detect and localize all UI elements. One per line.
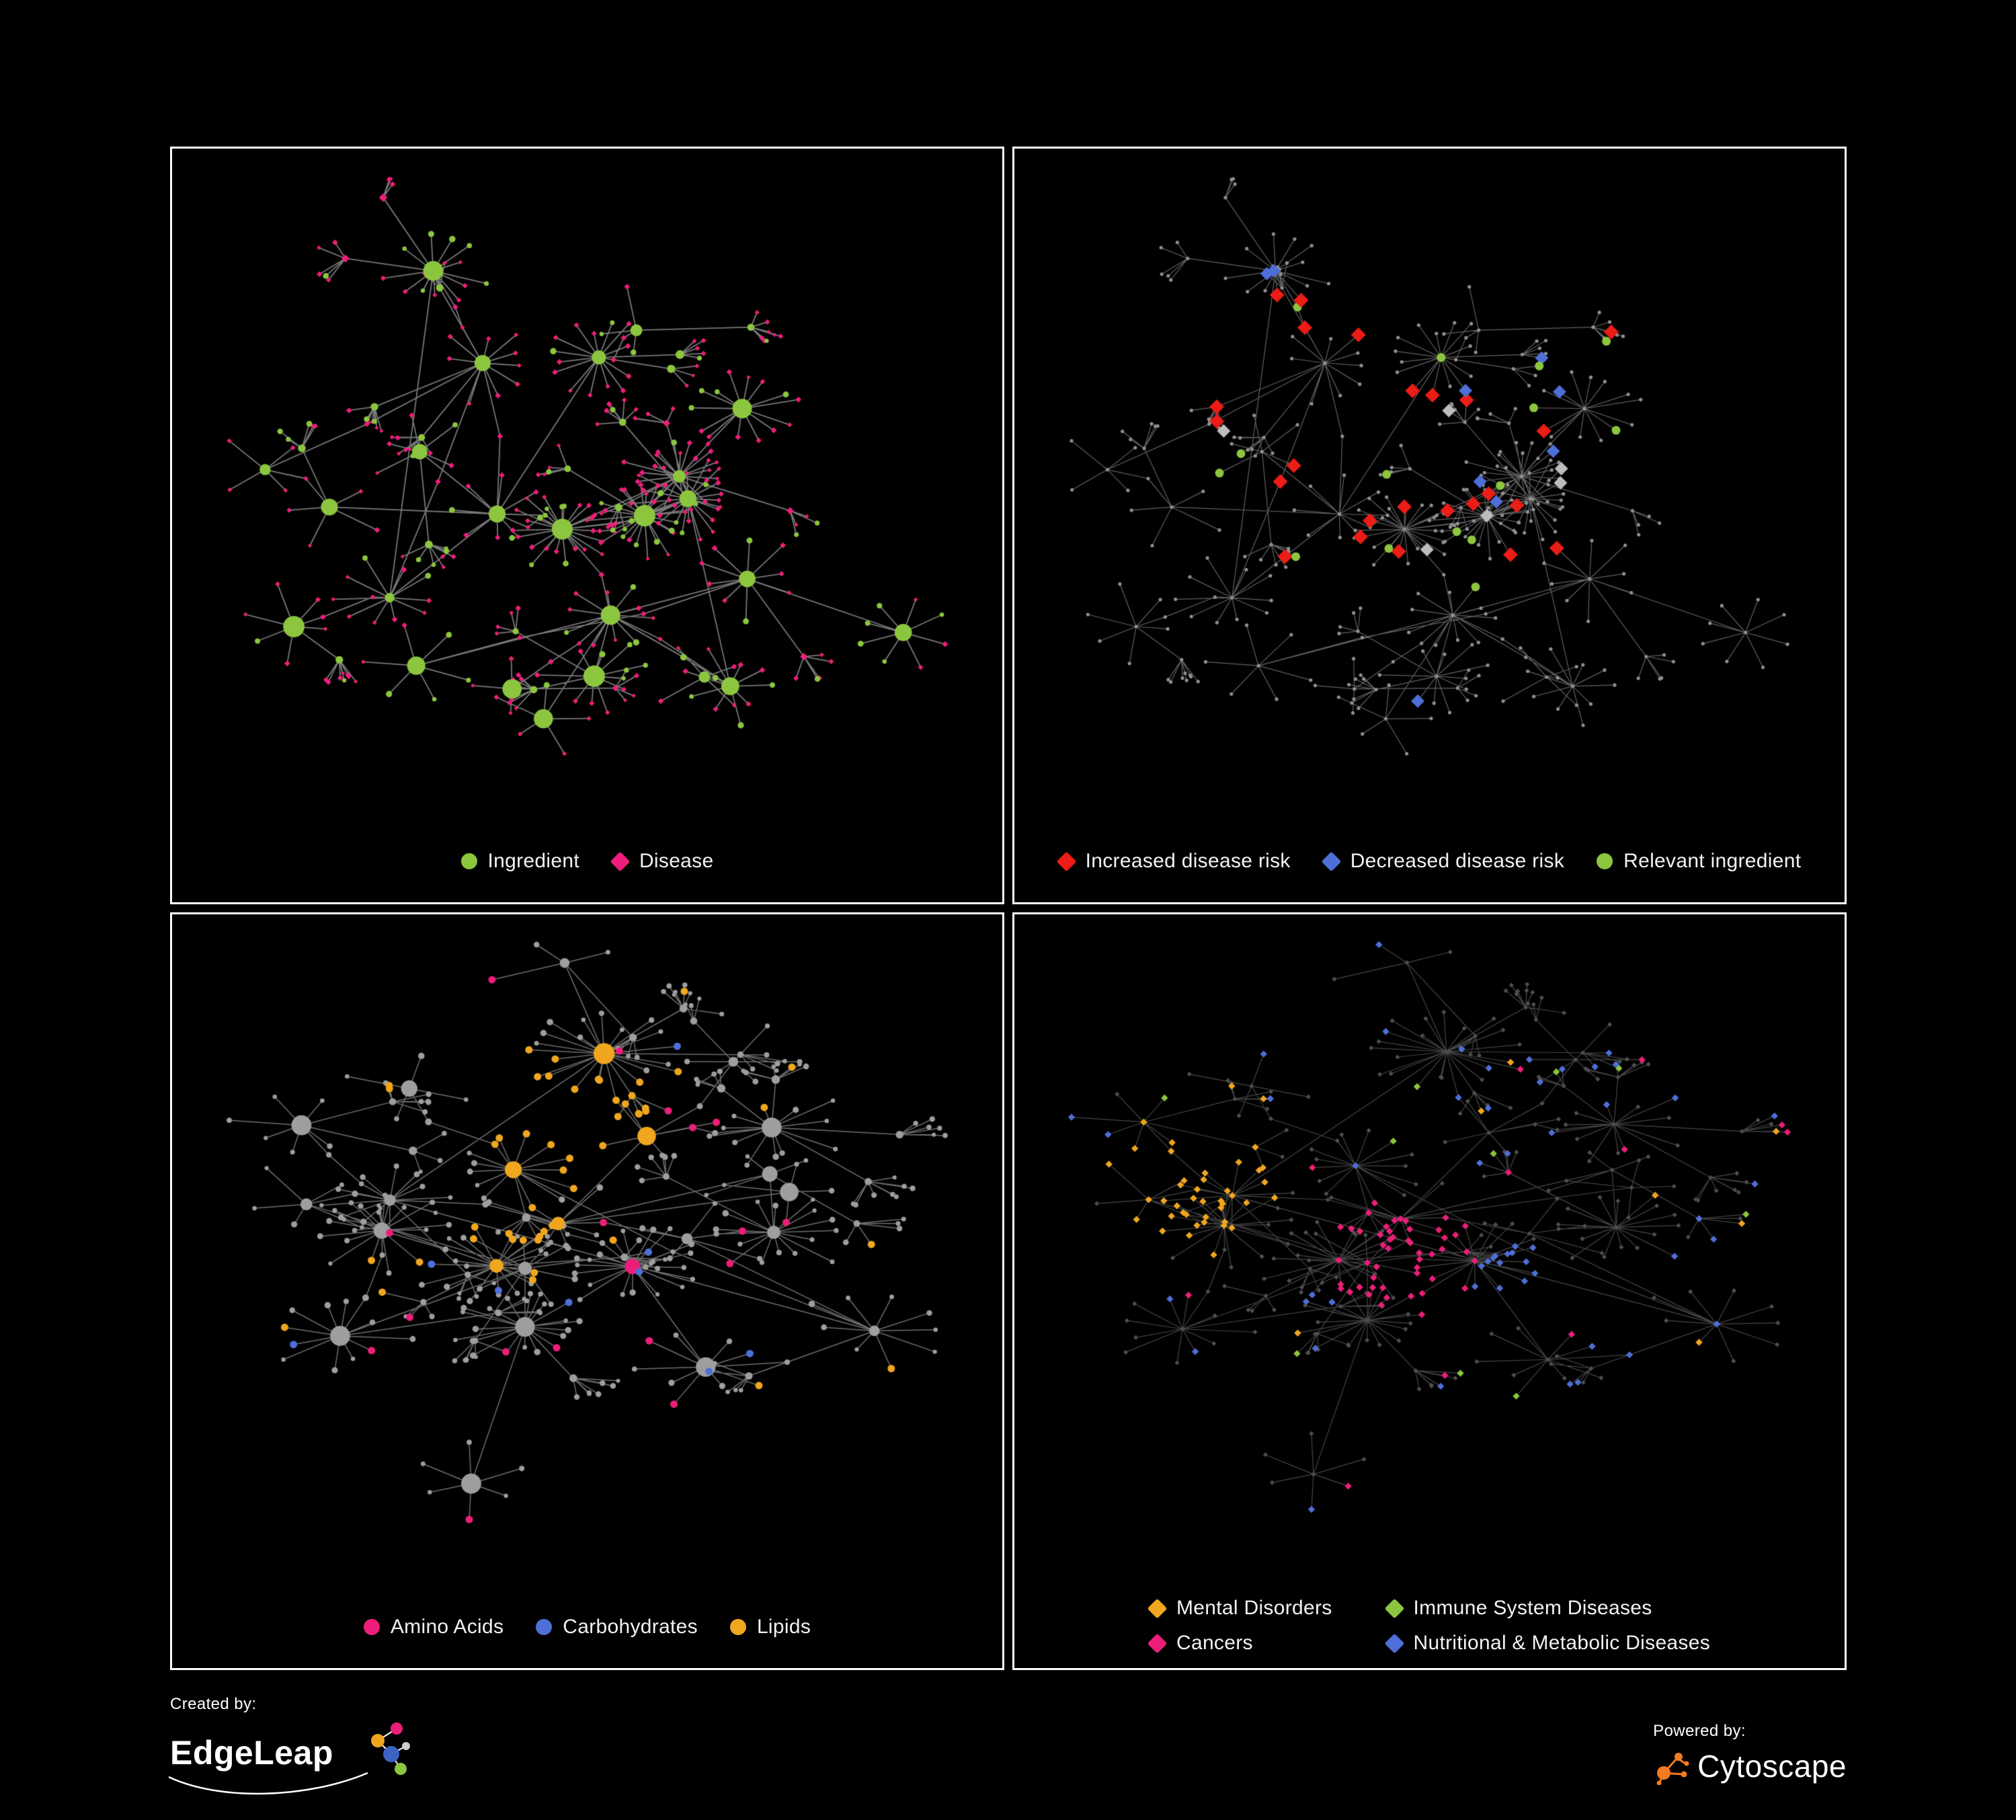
panel-ingredient-disease: Ingredient Disease	[170, 147, 1004, 904]
edgeleap-logo: EdgeLeap	[168, 1720, 419, 1795]
panel-grid: Ingredient Disease Increased disease risk…	[170, 147, 1847, 1670]
created-by-label: Created by:	[170, 1695, 257, 1713]
powered-by-block: Powered by: Cytoscape	[1653, 1722, 1847, 1785]
legend-item-cancers: Cancers	[1147, 1632, 1332, 1655]
network-canvas	[172, 914, 1002, 1556]
legend-label: Ingredient	[487, 850, 579, 872]
legend-label: Decreased disease risk	[1350, 850, 1565, 872]
legend: Mental Disorders Immune System Diseases Ca…	[1014, 1597, 1845, 1655]
legend-label: Nutritional & Metabolic Diseases	[1413, 1632, 1710, 1654]
legend-item-carbohydrates: Carbohydrates	[536, 1616, 698, 1638]
legend-item-increased-disease-risk: Increased disease risk	[1056, 850, 1291, 873]
circle-swatch-icon	[363, 1619, 380, 1635]
diamond-swatch-icon	[1384, 1633, 1404, 1653]
legend-label: Immune System Diseases	[1413, 1597, 1652, 1619]
diamond-swatch-icon	[1147, 1633, 1168, 1653]
created-by-block: Created by: EdgeLeap	[168, 1695, 419, 1795]
diamond-swatch-icon	[1147, 1598, 1168, 1618]
circle-swatch-icon	[729, 1619, 746, 1635]
legend-label: Increased disease risk	[1085, 850, 1291, 872]
panel-disease-risk: Increased disease risk Decreased disease …	[1012, 147, 1847, 904]
diamond-swatch-icon	[1321, 851, 1342, 871]
legend-label: Cancers	[1176, 1632, 1253, 1654]
powered-by-label: Powered by:	[1653, 1722, 1746, 1740]
circle-swatch-icon	[536, 1619, 553, 1635]
cytoscape-logo-text: Cytoscape	[1697, 1749, 1847, 1784]
legend-item-lipids: Lipids	[729, 1616, 811, 1638]
cytoscape-logo-icon	[1656, 1753, 1689, 1785]
legend-item-immune-system-diseases: Immune System Diseases	[1384, 1597, 1710, 1620]
legend-item-relevant-ingredient: Relevant ingredient	[1597, 850, 1801, 873]
circle-swatch-icon	[1597, 853, 1613, 869]
panel-macronutrients: Amino Acids Carbohydrates Lipids	[170, 912, 1004, 1670]
diamond-swatch-icon	[1056, 851, 1076, 871]
legend-item-ingredient: Ingredient	[460, 850, 579, 873]
network-canvas	[172, 149, 1002, 791]
network-canvas	[1014, 914, 1845, 1546]
panel-disease-categories: Mental Disorders Immune System Diseases Ca…	[1012, 912, 1847, 1670]
legend-label: Mental Disorders	[1176, 1597, 1332, 1619]
legend-label: Lipids	[756, 1616, 811, 1638]
legend: Amino Acids Carbohydrates Lipids	[172, 1616, 1002, 1638]
edgeleap-logo-text: EdgeLeap	[170, 1734, 333, 1772]
diamond-swatch-icon	[610, 851, 631, 871]
legend-label: Amino Acids	[390, 1616, 504, 1638]
edgeleap-molecule-icon	[370, 1723, 410, 1775]
cytoscape-logo: Cytoscape	[1653, 1747, 1847, 1785]
legend-item-mental-disorders: Mental Disorders	[1147, 1597, 1332, 1620]
network-canvas	[1014, 149, 1845, 791]
legend: Increased disease risk Decreased disease …	[1014, 850, 1845, 873]
circle-swatch-icon	[460, 853, 477, 869]
legend: Ingredient Disease	[172, 850, 1002, 873]
legend-item-decreased-disease-risk: Decreased disease risk	[1321, 850, 1565, 873]
legend-item-nutritional-metabolic-diseases: Nutritional & Metabolic Diseases	[1384, 1632, 1710, 1655]
legend-label: Carbohydrates	[563, 1616, 698, 1638]
legend-item-disease: Disease	[610, 850, 714, 873]
legend-item-amino-acids: Amino Acids	[363, 1616, 504, 1638]
legend-label: Disease	[639, 850, 714, 872]
diamond-swatch-icon	[1384, 1598, 1404, 1618]
legend-label: Relevant ingredient	[1623, 850, 1802, 872]
